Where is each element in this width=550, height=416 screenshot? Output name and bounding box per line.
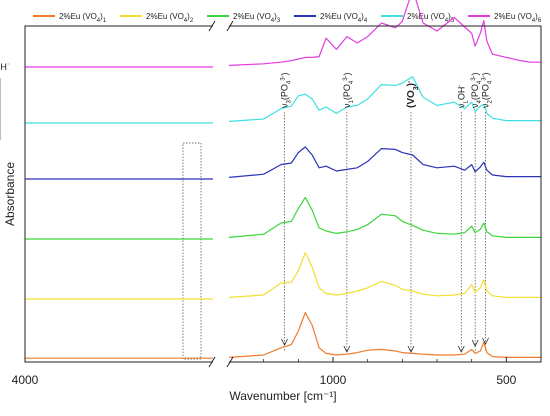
annotation-arrow bbox=[407, 345, 415, 353]
axis-break-mark bbox=[226, 356, 234, 368]
series-line bbox=[228, 146, 541, 178]
annotation-label: νsOH⁻ bbox=[0, 62, 10, 75]
axis-break-mark bbox=[226, 20, 234, 32]
axis-frame-right bbox=[229, 25, 542, 363]
series-line bbox=[228, 196, 541, 238]
series-line bbox=[228, 312, 541, 358]
annotation-label: (VO3)- bbox=[406, 80, 420, 108]
annotation-arrow bbox=[482, 337, 489, 345]
annotation-arrow bbox=[343, 345, 351, 353]
annotation-label: ν2(PO43-) bbox=[481, 72, 494, 108]
x-tick-label: 4000 bbox=[12, 373, 39, 387]
plot-area bbox=[25, 0, 541, 360]
annotation-arrow bbox=[471, 339, 479, 347]
x-tick-label: 500 bbox=[496, 373, 516, 387]
axis-break-mark bbox=[208, 356, 216, 368]
axis-frame-left bbox=[24, 25, 213, 363]
band-annotations: νsOH⁻ν3(PO43-)ν1(PO43-)(VO3)-νLOH-ν4(PO4… bbox=[0, 62, 494, 353]
annotation-label: ν3(PO43-) bbox=[279, 72, 292, 108]
x-tick-label: 1000 bbox=[320, 373, 347, 387]
series-line bbox=[228, 76, 541, 122]
series-line bbox=[228, 0, 541, 66]
axes: 4000 1000 500 Wavenumber [cm⁻¹] Absorbance bbox=[3, 20, 542, 403]
annotation-arrow bbox=[457, 345, 465, 353]
annotation-arrow bbox=[281, 338, 288, 346]
y-axis-title: Absorbance bbox=[3, 162, 17, 226]
axis-break-mark bbox=[208, 20, 216, 32]
oh-region-box bbox=[182, 142, 202, 360]
annotation-label: ν4(PO43-) bbox=[470, 72, 483, 108]
x-axis-title: Wavenumber [cm⁻¹] bbox=[229, 389, 336, 403]
series-line bbox=[228, 252, 541, 298]
annotation-label: ν1(PO43-) bbox=[342, 72, 355, 108]
